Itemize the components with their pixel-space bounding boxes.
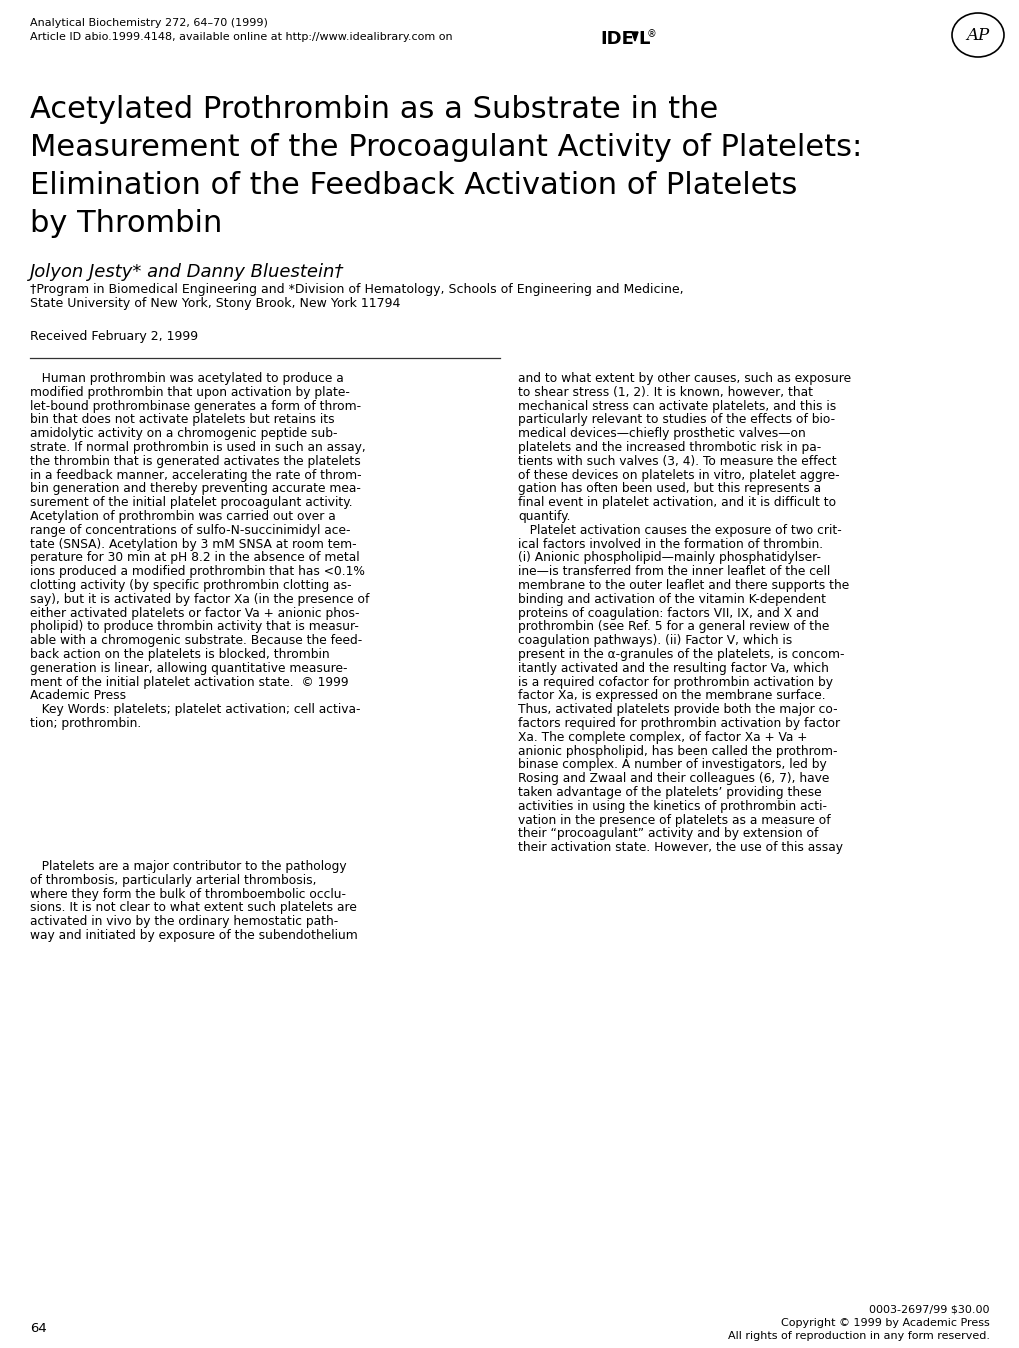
Text: let-bound prothrombinase generates a form of throm-: let-bound prothrombinase generates a for… <box>30 399 361 412</box>
Text: clotting activity (by specific prothrombin clotting as-: clotting activity (by specific prothromb… <box>30 580 352 592</box>
Text: Acetylated Prothrombin as a Substrate in the: Acetylated Prothrombin as a Substrate in… <box>30 94 717 124</box>
Text: activated in vivo by the ordinary hemostatic path-: activated in vivo by the ordinary hemost… <box>30 915 338 929</box>
Text: membrane to the outer leaflet and there supports the: membrane to the outer leaflet and there … <box>518 580 849 592</box>
Text: prothrombin (see Ref. 5 for a general review of the: prothrombin (see Ref. 5 for a general re… <box>518 620 828 634</box>
Text: ine—is transferred from the inner leaflet of the cell: ine—is transferred from the inner leafle… <box>518 565 829 578</box>
Text: range of concentrations of sulfo-N-succinimidyl ace-: range of concentrations of sulfo-N-succi… <box>30 524 351 537</box>
Text: is a required cofactor for prothrombin activation by: is a required cofactor for prothrombin a… <box>518 675 833 689</box>
Polygon shape <box>632 32 637 40</box>
Text: Platelet activation causes the exposure of two crit-: Platelet activation causes the exposure … <box>518 524 841 537</box>
Text: of thrombosis, particularly arterial thrombosis,: of thrombosis, particularly arterial thr… <box>30 874 316 887</box>
Text: tate (SNSA). Acetylation by 3 mM SNSA at room tem-: tate (SNSA). Acetylation by 3 mM SNSA at… <box>30 538 357 550</box>
Text: back action on the platelets is blocked, thrombin: back action on the platelets is blocked,… <box>30 648 329 661</box>
Text: ment of the initial platelet activation state.  © 1999: ment of the initial platelet activation … <box>30 675 348 689</box>
Text: AP: AP <box>965 27 988 43</box>
Text: way and initiated by exposure of the subendothelium: way and initiated by exposure of the sub… <box>30 929 358 942</box>
Text: of these devices on platelets in vitro, platelet aggre-: of these devices on platelets in vitro, … <box>518 469 839 481</box>
Text: Key Words: platelets; platelet activation; cell activa-: Key Words: platelets; platelet activatio… <box>30 704 360 716</box>
Text: to shear stress (1, 2). It is known, however, that: to shear stress (1, 2). It is known, how… <box>518 386 812 399</box>
Text: in a feedback manner, accelerating the rate of throm-: in a feedback manner, accelerating the r… <box>30 469 362 481</box>
Text: anionic phospholipid, has been called the prothrom-: anionic phospholipid, has been called th… <box>518 744 837 758</box>
Text: ®: ® <box>646 30 656 39</box>
Text: Measurement of the Procoagulant Activity of Platelets:: Measurement of the Procoagulant Activity… <box>30 133 861 162</box>
Text: binding and activation of the vitamin K-dependent: binding and activation of the vitamin K-… <box>518 593 825 605</box>
Text: tients with such valves (3, 4). To measure the effect: tients with such valves (3, 4). To measu… <box>518 454 836 468</box>
Text: †Program in Biomedical Engineering and *Division of Hematology, Schools of Engin: †Program in Biomedical Engineering and *… <box>30 283 683 297</box>
Text: Article ID abio.1999.4148, available online at http://www.idealibrary.com on: Article ID abio.1999.4148, available onl… <box>30 32 452 42</box>
Text: particularly relevant to studies of the effects of bio-: particularly relevant to studies of the … <box>518 414 835 426</box>
Text: L: L <box>637 30 649 49</box>
Text: All rights of reproduction in any form reserved.: All rights of reproduction in any form r… <box>728 1330 989 1341</box>
Text: their activation state. However, the use of this assay: their activation state. However, the use… <box>518 841 842 855</box>
Text: bin generation and thereby preventing accurate mea-: bin generation and thereby preventing ac… <box>30 483 361 496</box>
Text: State University of New York, Stony Brook, New York 11794: State University of New York, Stony Broo… <box>30 297 400 310</box>
Text: bin that does not activate platelets but retains its: bin that does not activate platelets but… <box>30 414 334 426</box>
Text: Xa. The complete complex, of factor Xa + Va +: Xa. The complete complex, of factor Xa +… <box>518 731 807 744</box>
Text: vation in the presence of platelets as a measure of: vation in the presence of platelets as a… <box>518 814 829 826</box>
Text: factor Xa, is expressed on the membrane surface.: factor Xa, is expressed on the membrane … <box>518 689 824 702</box>
Text: mechanical stress can activate platelets, and this is: mechanical stress can activate platelets… <box>518 399 836 412</box>
Text: Rosing and Zwaal and their colleagues (6, 7), have: Rosing and Zwaal and their colleagues (6… <box>518 772 828 785</box>
Text: Human prothrombin was acetylated to produce a: Human prothrombin was acetylated to prod… <box>30 372 343 386</box>
Text: (i) Anionic phospholipid—mainly phosphatidylser-: (i) Anionic phospholipid—mainly phosphat… <box>518 551 820 565</box>
Text: medical devices—chiefly prosthetic valves—on: medical devices—chiefly prosthetic valve… <box>518 427 805 441</box>
Text: platelets and the increased thrombotic risk in pa-: platelets and the increased thrombotic r… <box>518 441 820 454</box>
Text: taken advantage of the platelets’ providing these: taken advantage of the platelets’ provid… <box>518 786 821 799</box>
Text: generation is linear, allowing quantitative measure-: generation is linear, allowing quantitat… <box>30 662 347 675</box>
Text: ions produced a modified prothrombin that has <0.1%: ions produced a modified prothrombin tha… <box>30 565 365 578</box>
Text: surement of the initial platelet procoagulant activity.: surement of the initial platelet procoag… <box>30 496 353 510</box>
Text: sions. It is not clear to what extent such platelets are: sions. It is not clear to what extent su… <box>30 902 357 914</box>
Text: Analytical Biochemistry 272, 64–70 (1999): Analytical Biochemistry 272, 64–70 (1999… <box>30 18 268 28</box>
Text: present in the α-granules of the platelets, is concom-: present in the α-granules of the platele… <box>518 648 844 661</box>
Text: 64: 64 <box>30 1322 47 1335</box>
Text: factors required for prothrombin activation by factor: factors required for prothrombin activat… <box>518 717 840 731</box>
Text: final event in platelet activation, and it is difficult to: final event in platelet activation, and … <box>518 496 836 510</box>
Text: Jolyon Jesty* and Danny Bluestein†: Jolyon Jesty* and Danny Bluestein† <box>30 263 344 280</box>
Text: Copyright © 1999 by Academic Press: Copyright © 1999 by Academic Press <box>781 1318 989 1328</box>
Text: and to what extent by other causes, such as exposure: and to what extent by other causes, such… <box>518 372 850 386</box>
Text: where they form the bulk of thromboembolic occlu-: where they form the bulk of thromboembol… <box>30 887 345 900</box>
Text: able with a chromogenic substrate. Because the feed-: able with a chromogenic substrate. Becau… <box>30 634 362 647</box>
Text: Platelets are a major contributor to the pathology: Platelets are a major contributor to the… <box>30 860 346 874</box>
Text: amidolytic activity on a chromogenic peptide sub-: amidolytic activity on a chromogenic pep… <box>30 427 337 441</box>
Text: tion; prothrombin.: tion; prothrombin. <box>30 717 141 731</box>
Text: modified prothrombin that upon activation by plate-: modified prothrombin that upon activatio… <box>30 386 350 399</box>
Text: proteins of coagulation: factors VII, IX, and X and: proteins of coagulation: factors VII, IX… <box>518 607 818 620</box>
Text: pholipid) to produce thrombin activity that is measur-: pholipid) to produce thrombin activity t… <box>30 620 359 634</box>
Text: either activated platelets or factor Va + anionic phos-: either activated platelets or factor Va … <box>30 607 359 620</box>
Text: quantify.: quantify. <box>518 510 570 523</box>
Text: strate. If normal prothrombin is used in such an assay,: strate. If normal prothrombin is used in… <box>30 441 366 454</box>
Text: binase complex. A number of investigators, led by: binase complex. A number of investigator… <box>518 759 826 771</box>
Text: Academic Press: Academic Press <box>30 689 126 702</box>
Text: ical factors involved in the formation of thrombin.: ical factors involved in the formation o… <box>518 538 822 550</box>
Text: their “procoagulant” activity and by extension of: their “procoagulant” activity and by ext… <box>518 828 817 840</box>
Text: IDE: IDE <box>599 30 633 49</box>
Text: Elimination of the Feedback Activation of Platelets: Elimination of the Feedback Activation o… <box>30 171 797 200</box>
Text: Acetylation of prothrombin was carried out over a: Acetylation of prothrombin was carried o… <box>30 510 335 523</box>
Text: gation has often been used, but this represents a: gation has often been used, but this rep… <box>518 483 820 496</box>
Text: say), but it is activated by factor Xa (in the presence of: say), but it is activated by factor Xa (… <box>30 593 369 605</box>
Text: activities in using the kinetics of prothrombin acti-: activities in using the kinetics of prot… <box>518 799 826 813</box>
Text: coagulation pathways). (ii) Factor V, which is: coagulation pathways). (ii) Factor V, wh… <box>518 634 792 647</box>
Text: by Thrombin: by Thrombin <box>30 209 222 239</box>
Text: the thrombin that is generated activates the platelets: the thrombin that is generated activates… <box>30 454 361 468</box>
Text: Received February 2, 1999: Received February 2, 1999 <box>30 330 198 342</box>
Text: Thus, activated platelets provide both the major co-: Thus, activated platelets provide both t… <box>518 704 837 716</box>
Text: 0003-2697/99 $30.00: 0003-2697/99 $30.00 <box>868 1305 989 1316</box>
Text: itantly activated and the resulting factor Va, which: itantly activated and the resulting fact… <box>518 662 828 675</box>
Text: perature for 30 min at pH 8.2 in the absence of metal: perature for 30 min at pH 8.2 in the abs… <box>30 551 360 565</box>
